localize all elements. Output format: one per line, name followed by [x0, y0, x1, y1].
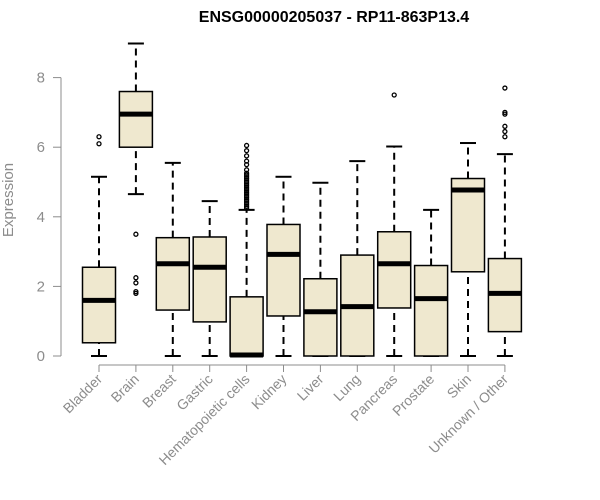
box-iqr: [413, 264, 449, 357]
outlier-point: [133, 280, 139, 286]
y-tick-label: 6: [37, 139, 45, 156]
box-11: [487, 85, 523, 357]
x-tick-label: Breast: [139, 371, 179, 411]
y-axis: 0 2 4 6 8: [37, 70, 62, 365]
y-tick-label: 4: [37, 209, 45, 226]
box-iqr: [450, 177, 486, 273]
boxes-group: [81, 42, 523, 358]
box-9: [413, 208, 449, 357]
outlier-point: [502, 123, 508, 129]
x-tick-label: Prostate: [389, 371, 437, 419]
box-5: [266, 175, 301, 357]
outlier-point: [243, 153, 250, 159]
outlier-point: [502, 111, 508, 117]
chart-title: ENSG00000205037 - RP11-863P13.4: [199, 9, 470, 26]
outlier-point: [502, 134, 508, 140]
outlier-point: [96, 141, 102, 147]
box-iqr: [376, 231, 412, 309]
box-6: [303, 181, 338, 357]
outlier-point: [502, 85, 508, 91]
box-1: [118, 42, 154, 297]
box-iqr: [155, 236, 191, 311]
box-2: [155, 161, 191, 357]
outlier-point: [243, 148, 250, 154]
box-iqr: [118, 90, 154, 148]
y-tick-label: 2: [37, 278, 45, 295]
box-iqr: [192, 236, 227, 323]
outlier-point: [243, 142, 250, 149]
outlier-point: [133, 231, 139, 237]
box-iqr: [303, 277, 338, 357]
outlier-point: [502, 109, 508, 116]
outlier-point: [133, 290, 139, 297]
x-tick-label: Brain: [108, 371, 142, 405]
y-axis-label: Expression: [0, 163, 17, 237]
outlier-point: [243, 167, 250, 173]
x-tick-label: Bladder: [60, 371, 106, 417]
x-tick-label: Skin: [444, 371, 475, 402]
x-tick-label: Liver: [294, 371, 327, 404]
outlier-point: [391, 92, 397, 98]
box-iqr: [81, 266, 117, 344]
x-tick-label: Lung: [330, 371, 363, 404]
box-iqr: [266, 223, 301, 317]
x-tick-label: Kidney: [248, 371, 290, 413]
y-tick-label: 0: [37, 348, 45, 365]
outlier-point: [133, 288, 139, 295]
box-8: [376, 92, 412, 357]
outlier-point: [133, 275, 139, 281]
box-iqr: [229, 296, 264, 357]
outlier-point: [96, 134, 102, 140]
box-7: [340, 160, 375, 357]
y-tick-label: 8: [37, 70, 45, 87]
box-10: [450, 142, 486, 357]
box-0: [81, 134, 117, 357]
box-3: [192, 200, 227, 357]
outlier-point: [243, 158, 250, 164]
box-4: [229, 142, 264, 358]
outlier-point: [243, 172, 250, 178]
outlier-point: [502, 128, 508, 135]
